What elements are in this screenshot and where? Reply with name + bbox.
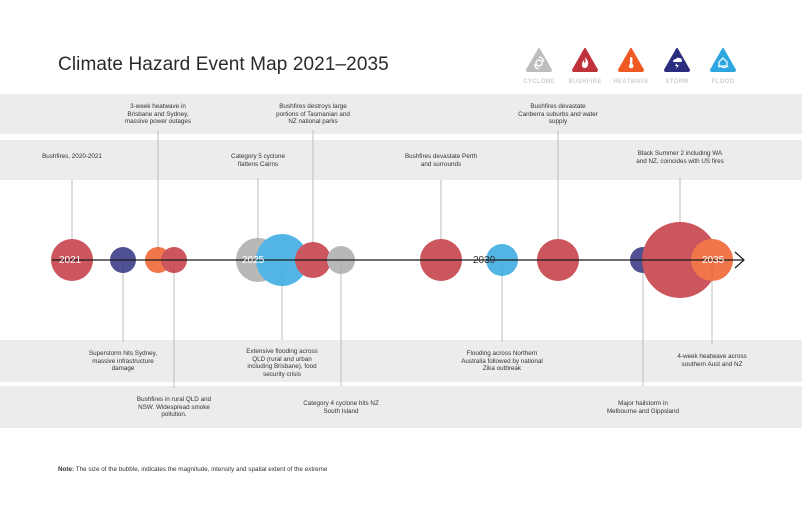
bushfire-icon	[572, 48, 598, 72]
year-label-2021: 2021	[59, 255, 82, 266]
cyclone-icon	[526, 48, 552, 72]
event-annotation: Bushfires, 2020-2021	[42, 153, 102, 160]
timeline-arrow-icon	[734, 251, 745, 269]
legend-label: STORM	[665, 79, 689, 85]
year-label-2025: 2025	[242, 255, 265, 266]
storm-icon	[664, 48, 690, 72]
legend-label: HEATWAVE	[613, 79, 649, 85]
footnote: Note: The size of the bubble, indicates …	[58, 466, 327, 473]
event-annotation: Extensive flooding across QLD (rural and…	[246, 348, 318, 378]
event-annotation: Major hailstorm in Melbourne and Gippsla…	[606, 400, 680, 415]
legend-heatwave: HEATWAVE	[611, 48, 651, 85]
legend-bushfire: BUSHFIRE	[565, 48, 605, 85]
heatwave-icon	[618, 48, 644, 72]
connector-lines	[71, 130, 713, 388]
band-top-2	[0, 140, 802, 180]
footnote-label: Note:	[58, 466, 75, 473]
legend-flood: FLOOD	[703, 48, 743, 85]
legend-label: BUSHFIRE	[568, 79, 602, 85]
year-label-2035: 2035	[702, 255, 725, 266]
footnote-text: The size of the bubble, indicates the ma…	[75, 466, 328, 473]
event-annotation: 3-week heatwave in Brisbane and Sydney, …	[124, 103, 192, 125]
event-annotation: Bushfires destroys large portions of Tas…	[276, 103, 350, 125]
legend-cyclone: CYCLONE	[519, 48, 559, 85]
event-annotation: Flooding across Northern Australia follo…	[461, 350, 543, 372]
event-annotation: Category 4 cyclone hits NZ South Island	[303, 400, 379, 415]
event-annotation: Category 5 cyclone flattens Cairns	[231, 153, 285, 168]
band-bottom-2	[0, 386, 802, 428]
event-annotation: Superstorm hits Sydney, massive infrastr…	[88, 350, 158, 372]
legend-label: FLOOD	[711, 79, 735, 85]
flood-icon	[710, 48, 736, 72]
event-annotation: 4-week heatwave across southern Aust and…	[677, 353, 747, 368]
event-annotation: Bushfires devastate Canberra suburbs and…	[518, 103, 598, 125]
legend-label: CYCLONE	[523, 79, 555, 85]
band-bottom-1	[0, 340, 802, 382]
page-title: Climate Hazard Event Map 2021–2035	[58, 54, 389, 75]
event-annotation: Bushfires devastate Perth and surrounds	[404, 153, 478, 168]
event-annotation: Bushfires in rural QLD and NSW. Widespre…	[136, 396, 212, 418]
event-annotation: Black Summer 2 including WA and NZ, coin…	[636, 150, 724, 165]
legend-storm: STORM	[657, 48, 697, 85]
band-top-1	[0, 94, 802, 134]
year-label-2030: 2030	[473, 255, 496, 266]
